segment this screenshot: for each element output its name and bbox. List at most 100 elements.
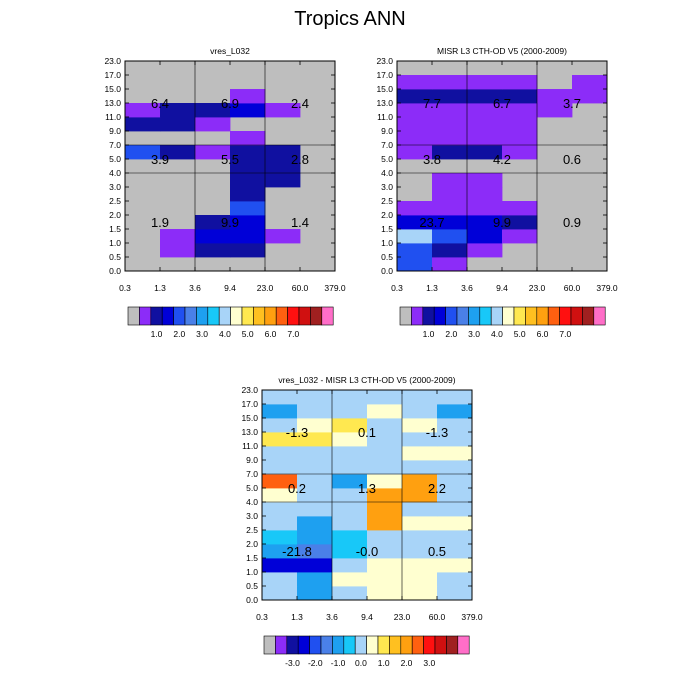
heatmap-cell xyxy=(332,544,368,559)
heatmap-cell xyxy=(432,201,468,216)
colorbar-swatch xyxy=(468,306,481,326)
y-tick-label: 23.0 xyxy=(104,56,121,66)
colorbar-label: 5.0 xyxy=(514,329,526,339)
x-tick-label: 9.4 xyxy=(496,283,508,293)
heatmap-cell xyxy=(332,572,368,587)
heatmap-cell xyxy=(160,117,196,132)
heatmap-cell xyxy=(467,117,503,132)
y-tick-label: 23.0 xyxy=(376,56,393,66)
heatmap-cell xyxy=(332,390,368,405)
x-tick-label: 23.0 xyxy=(257,283,274,293)
colorbar-label: 2.0 xyxy=(173,329,185,339)
colorbar-swatch xyxy=(593,306,606,326)
heatmap-cell xyxy=(195,229,231,244)
heatmap-cell xyxy=(297,446,333,461)
colorbar-swatch xyxy=(218,306,231,326)
box-sum-label: -1.3 xyxy=(426,425,448,440)
y-tick-label: 0.0 xyxy=(246,595,258,605)
colorbar-label: 1.0 xyxy=(151,329,163,339)
colorbar-swatch xyxy=(275,306,288,326)
colorbar-label: 4.0 xyxy=(219,329,231,339)
heatmap-cell xyxy=(125,117,161,132)
heatmap-cell xyxy=(367,502,403,517)
y-tick-label: 0.0 xyxy=(109,266,121,276)
heatmap-cell xyxy=(160,257,196,272)
heatmap-cell xyxy=(230,173,266,188)
box-sum-label: 6.4 xyxy=(151,96,169,111)
heatmap-cell xyxy=(262,446,298,461)
heatmap-cell xyxy=(437,474,473,489)
heatmap-cell xyxy=(402,586,438,601)
box-sum-label: -21.8 xyxy=(282,544,312,559)
colorbar-swatch xyxy=(513,306,526,326)
y-tick-label: 13.0 xyxy=(241,427,258,437)
heatmap-cell xyxy=(467,103,503,118)
y-tick-label: 11.0 xyxy=(242,441,258,451)
heatmap-cell xyxy=(432,131,468,146)
colorbar-swatch xyxy=(241,306,254,326)
heatmap-cell xyxy=(195,117,231,132)
heatmap-cell xyxy=(437,544,473,559)
heatmap-cell xyxy=(402,418,438,433)
heatmap-cell xyxy=(572,75,608,90)
heatmap-cell xyxy=(367,488,403,503)
y-tick-label: 17.0 xyxy=(241,399,258,409)
heatmap-cell xyxy=(297,404,333,419)
heatmap-cell xyxy=(332,418,368,433)
y-tick-label: 5.0 xyxy=(246,483,258,493)
colorbar-swatch xyxy=(127,306,140,326)
box-sum-label: -0.0 xyxy=(356,544,378,559)
y-tick-label: 2.0 xyxy=(109,210,121,220)
heatmap-cell xyxy=(262,544,298,559)
y-tick-label: 7.0 xyxy=(381,140,393,150)
heatmap-cell xyxy=(437,586,473,601)
heatmap-cell xyxy=(397,75,433,90)
heatmap-cell xyxy=(160,145,196,160)
heatmap-cell xyxy=(297,502,333,517)
colorbar-swatch xyxy=(547,306,560,326)
heatmap-cell xyxy=(402,516,438,531)
colorbar-swatch xyxy=(139,306,152,326)
colorbar-label: 1.0 xyxy=(378,658,390,668)
heatmap-cell xyxy=(230,89,266,104)
colorbar-label: -2.0 xyxy=(308,658,323,668)
colorbar-label: 7.0 xyxy=(287,329,299,339)
heatmap-cell xyxy=(332,558,368,573)
heatmap-cell xyxy=(195,103,231,118)
colorbar-swatch xyxy=(264,306,277,326)
colorbar-swatch xyxy=(423,635,436,655)
heatmap-cell xyxy=(402,488,438,503)
colorbar: 1.0 2.0 3.0 4.0 5.0 6.0 7.0 xyxy=(127,306,334,339)
heatmap-cell xyxy=(402,544,438,559)
heatmap-cell xyxy=(297,530,333,545)
heatmap-cell xyxy=(262,502,298,517)
y-tick-label: 13.0 xyxy=(104,98,121,108)
heatmap-cell xyxy=(432,187,468,202)
heatmap-cell xyxy=(502,145,538,160)
y-tick-label: 9.0 xyxy=(109,126,121,136)
heatmap-cell xyxy=(262,432,298,447)
y-tick-label: 9.0 xyxy=(246,455,258,465)
y-tick-label: 5.0 xyxy=(109,154,121,164)
colorbar-swatch xyxy=(377,635,390,655)
y-tick-label: 15.0 xyxy=(241,413,258,423)
y-tick-label: 17.0 xyxy=(376,70,393,80)
colorbar-label: 5.0 xyxy=(242,329,254,339)
heatmap-cell xyxy=(432,229,468,244)
colorbar-swatch xyxy=(422,306,435,326)
x-tick-label: 0.3 xyxy=(119,283,131,293)
heatmap-cell xyxy=(262,418,298,433)
colorbar-swatch xyxy=(559,306,572,326)
x-tick-label: 379.0 xyxy=(596,283,618,293)
heatmap-cell xyxy=(367,530,403,545)
box-sum-label: 23.7 xyxy=(419,215,444,230)
colorbar-swatch xyxy=(490,306,503,326)
colorbar-swatch xyxy=(502,306,515,326)
heatmap-cell xyxy=(367,418,403,433)
heatmap-cell xyxy=(332,432,368,447)
heatmap-cell xyxy=(265,173,301,188)
box-sum-label: 3.8 xyxy=(423,152,441,167)
heatmap-cell xyxy=(125,145,161,160)
heatmap-cell xyxy=(160,103,196,118)
